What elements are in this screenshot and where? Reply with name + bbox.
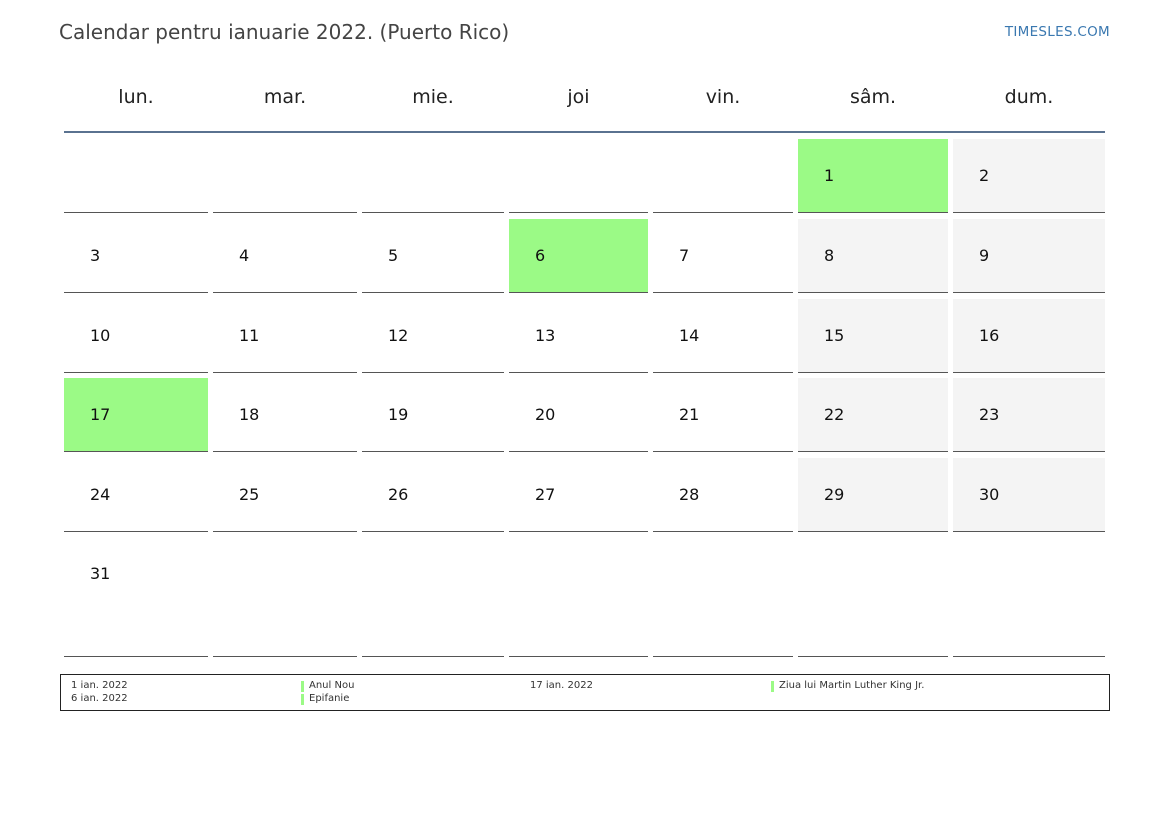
day-cell[interactable]: 6	[509, 219, 648, 293]
brand-link[interactable]: TIMESLES.COM	[1004, 24, 1110, 40]
day-number: 23	[979, 405, 1000, 424]
day-cell[interactable]: 5	[362, 219, 504, 293]
day-cell[interactable]: 24	[64, 458, 208, 532]
empty-day-cell	[64, 139, 208, 213]
day-name-6: dum.	[1004, 86, 1054, 108]
holiday-color-marker	[301, 694, 304, 705]
day-name-4: vin.	[705, 86, 741, 108]
holiday-legend: 1 ian. 2022 Anul Nou 6 ian. 2022 Epifanie 17…	[60, 674, 1110, 711]
day-number: 6	[535, 246, 546, 265]
empty-day-cell	[653, 538, 793, 657]
day-name-1: mar.	[263, 86, 307, 108]
day-number: 31	[90, 564, 111, 583]
day-cell[interactable]: 29	[798, 458, 948, 532]
day-cell[interactable]: 28	[653, 458, 793, 532]
day-number: 7	[679, 246, 690, 265]
day-cell[interactable]: 4	[213, 219, 357, 293]
day-cell[interactable]: 26	[362, 458, 504, 532]
day-cell[interactable]: 11	[213, 299, 357, 373]
day-name-5: sâm.	[849, 86, 897, 108]
empty-day-cell	[798, 538, 948, 657]
day-cell[interactable]: 22	[798, 378, 948, 452]
day-number: 1	[824, 166, 835, 185]
empty-day-cell	[362, 139, 504, 213]
day-number: 10	[90, 326, 111, 345]
day-number: 29	[824, 485, 845, 504]
day-number: 25	[239, 485, 260, 504]
day-number: 2	[979, 166, 990, 185]
day-number: 12	[388, 326, 409, 345]
day-number: 30	[979, 485, 1000, 504]
day-cell[interactable]: 17	[64, 378, 208, 452]
day-cell[interactable]: 25	[213, 458, 357, 532]
holiday-color-marker	[771, 681, 774, 692]
day-number: 21	[679, 405, 700, 424]
legend-date: 1 ian. 2022	[71, 680, 128, 691]
day-number: 18	[239, 405, 260, 424]
day-cell[interactable]: 12	[362, 299, 504, 373]
empty-day-cell	[653, 139, 793, 213]
day-cell[interactable]: 10	[64, 299, 208, 373]
day-cell[interactable]: 9	[953, 219, 1105, 293]
day-number: 15	[824, 326, 845, 345]
day-number: 27	[535, 485, 556, 504]
day-name-0: lun.	[118, 86, 154, 108]
day-cell[interactable]: 14	[653, 299, 793, 373]
empty-day-cell	[213, 139, 357, 213]
legend-date: 6 ian. 2022	[71, 693, 128, 704]
day-number: 19	[388, 405, 409, 424]
day-number: 13	[535, 326, 556, 345]
legend-date: 17 ian. 2022	[530, 680, 593, 691]
day-number: 24	[90, 485, 111, 504]
day-cell[interactable]: 23	[953, 378, 1105, 452]
day-cell[interactable]: 1	[798, 139, 948, 213]
day-number: 5	[388, 246, 399, 265]
empty-day-cell	[213, 538, 357, 657]
legend-holiday-name: Anul Nou	[309, 680, 355, 691]
day-cell[interactable]: 3	[64, 219, 208, 293]
day-cell[interactable]: 2	[953, 139, 1105, 213]
empty-day-cell	[509, 139, 648, 213]
empty-day-cell	[953, 538, 1105, 657]
day-cell[interactable]: 20	[509, 378, 648, 452]
header-divider	[64, 131, 1105, 133]
day-cell[interactable]: 30	[953, 458, 1105, 532]
day-number: 28	[679, 485, 700, 504]
page-title: Calendar pentru ianuarie 2022. (Puerto R…	[59, 20, 510, 44]
day-name-3: joi	[567, 86, 590, 108]
day-number: 17	[90, 405, 111, 424]
day-cell[interactable]: 8	[798, 219, 948, 293]
day-cell[interactable]: 13	[509, 299, 648, 373]
day-name-2: mie.	[412, 86, 454, 108]
day-number: 9	[979, 246, 990, 265]
day-cell[interactable]: 21	[653, 378, 793, 452]
legend-holiday-name: Epifanie	[309, 693, 350, 704]
empty-day-cell	[509, 538, 648, 657]
day-number: 14	[679, 326, 700, 345]
day-number: 22	[824, 405, 845, 424]
day-number: 26	[388, 485, 409, 504]
calendar-grid: lun. mar. mie. joi vin. sâm. dum. 1 2 3 4 5 6 7 8 9 10 11…	[64, 86, 1105, 657]
day-number: 11	[239, 326, 260, 345]
day-cell[interactable]: 31	[64, 538, 208, 657]
day-number: 3	[90, 246, 101, 265]
day-cell[interactable]: 27	[509, 458, 648, 532]
holiday-color-marker	[301, 681, 304, 692]
day-cell[interactable]: 18	[213, 378, 357, 452]
day-cell[interactable]: 16	[953, 299, 1105, 373]
day-cell[interactable]: 19	[362, 378, 504, 452]
day-number: 8	[824, 246, 835, 265]
day-number: 4	[239, 246, 250, 265]
day-cell[interactable]: 7	[653, 219, 793, 293]
day-number: 20	[535, 405, 556, 424]
day-number: 16	[979, 326, 1000, 345]
legend-holiday-name: Ziua lui Martin Luther King Jr.	[779, 680, 925, 691]
day-cell[interactable]: 15	[798, 299, 948, 373]
empty-day-cell	[362, 538, 504, 657]
